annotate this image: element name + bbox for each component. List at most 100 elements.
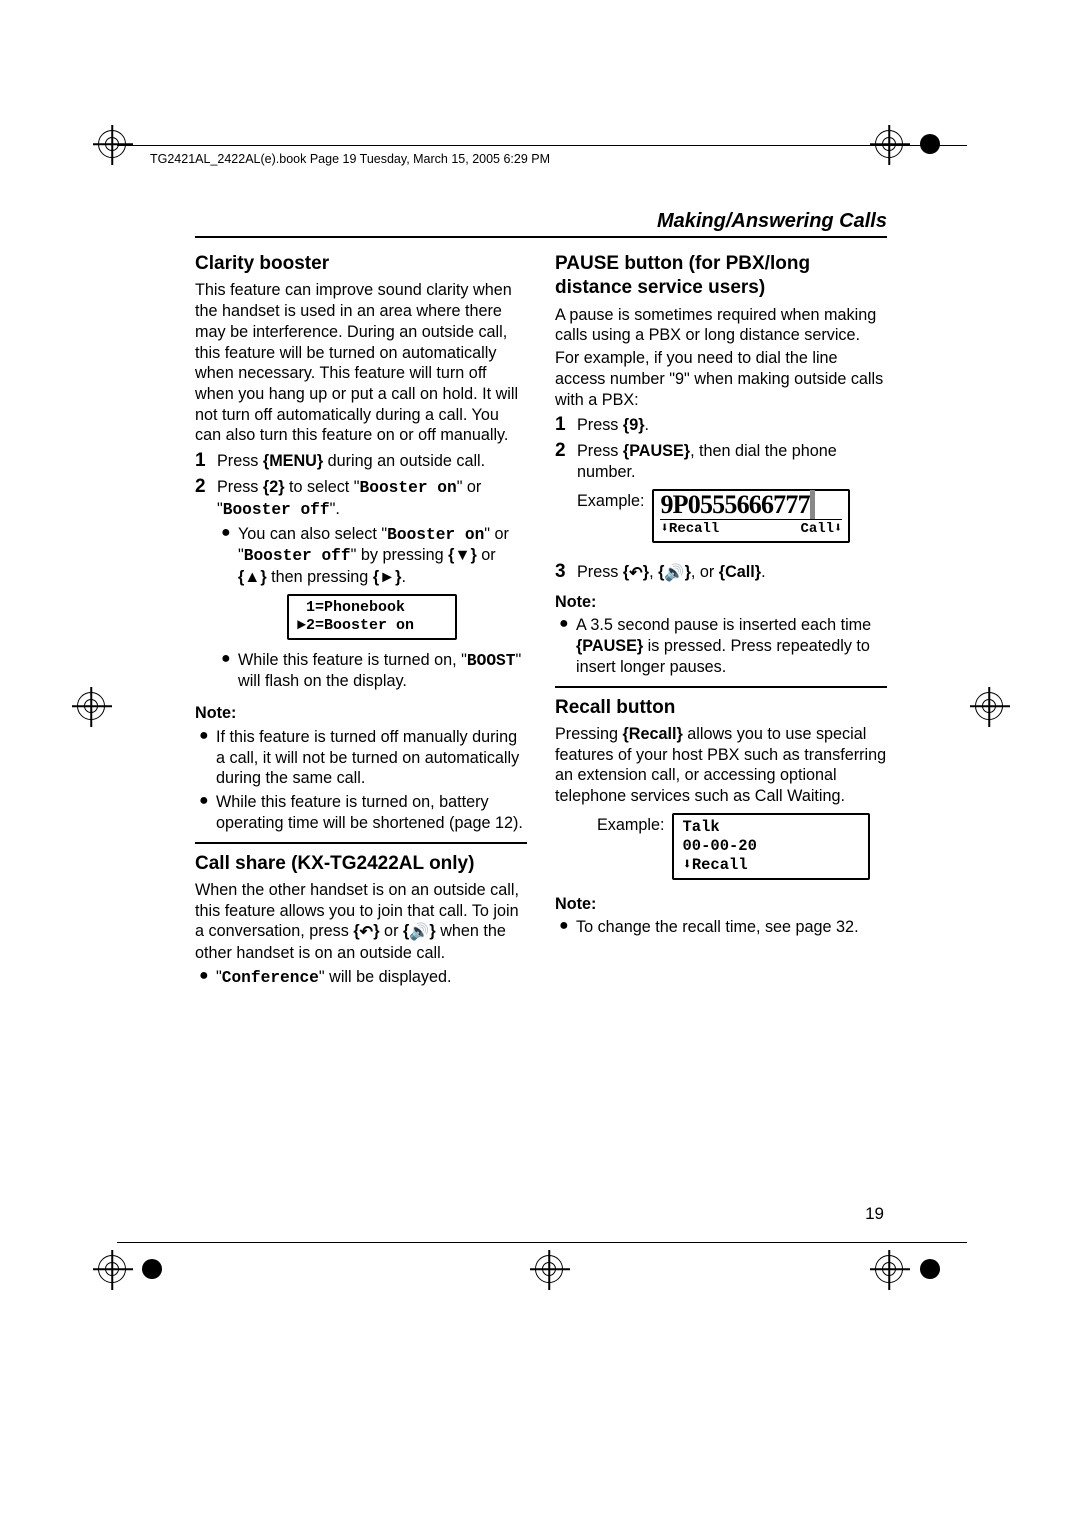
mono-text: Conference: [222, 969, 319, 987]
call-softkey-label: {Call}: [719, 563, 761, 581]
speaker-button-label: {🔊}: [658, 563, 691, 581]
text: .: [645, 416, 650, 434]
lcd-display-example: 1=Phonebook ►2=Booster on: [287, 594, 457, 640]
note-bullet: ● While this feature is turned on, batte…: [195, 792, 527, 833]
step-number: 2: [555, 441, 569, 557]
softkey-left: ⬇Recall: [660, 521, 719, 539]
bullet-icon: ●: [221, 650, 232, 692]
text: Press: [217, 478, 263, 496]
left-column: Clarity booster This feature can improve…: [195, 248, 527, 992]
callshare-para: When the other handset is on an outside …: [195, 880, 527, 964]
bullet-icon: ●: [559, 615, 570, 677]
example-display-row: Example: Talk 00-00-20 ⬇Recall: [597, 813, 887, 880]
mono-text: Booster off: [223, 501, 330, 519]
speaker-icon: 🔊: [409, 922, 429, 943]
text: To change the recall time, see page 32.: [576, 917, 859, 938]
text: " will be displayed.: [319, 968, 452, 986]
key-9-label: {9}: [623, 416, 645, 434]
example-label: Example:: [577, 489, 644, 512]
crop-mark: [875, 130, 903, 158]
mono-text: Booster on: [387, 526, 484, 544]
pause-step-3: 3 Press {↶}, {🔊}, or {Call}.: [555, 562, 887, 584]
pause-button-label: {PAUSE}: [576, 637, 643, 655]
right-column: PAUSE button (for PBX/long distance serv…: [555, 248, 887, 992]
down-button-label: {▼}: [448, 546, 477, 564]
speaker-button-label: {🔊}: [403, 922, 436, 940]
handset-icon: ↶: [629, 563, 643, 584]
crop-mark: [975, 692, 1003, 720]
page-number: 19: [865, 1204, 884, 1224]
text: .: [401, 568, 406, 586]
text: , or: [691, 563, 719, 581]
up-button-label: {▲}: [238, 568, 267, 586]
mono-text: Booster on: [360, 479, 457, 497]
text: " by pressing: [351, 546, 449, 564]
mono-text: Booster off: [244, 547, 351, 565]
note-label: Note:: [555, 592, 887, 613]
step-number: 1: [555, 415, 569, 436]
text: While this feature is turned on, battery…: [216, 792, 527, 833]
text: Press: [217, 452, 263, 470]
section-header: Making/Answering Calls: [195, 210, 887, 238]
pause-step-1: 1 Press {9}.: [555, 415, 887, 436]
menu-button-label: {MENU}: [263, 452, 323, 470]
recall-para: Pressing {Recall} allows you to use spec…: [555, 724, 887, 807]
handset-icon: ↶: [360, 922, 374, 943]
text: Press: [577, 442, 623, 460]
text: or: [380, 922, 403, 940]
pause-step-2: 2 Press {PAUSE}, then dial the phone num…: [555, 441, 887, 557]
divider: [555, 686, 887, 688]
crop-mark: [98, 1255, 126, 1283]
bullet-icon: ●: [199, 727, 210, 789]
sub-bullet: ● "Conference" will be displayed.: [195, 967, 527, 989]
text: You can also select ": [238, 525, 387, 543]
text: ".: [330, 500, 340, 518]
book-header-info: TG2421AL_2422AL(e).book Page 19 Tuesday,…: [150, 152, 550, 166]
crop-dot: [920, 134, 940, 154]
clarity-step-2: 2 Press {2} to select "Booster on" or "B…: [195, 477, 527, 695]
bullet-icon: ●: [559, 917, 570, 938]
right-button-label: {►}: [373, 568, 402, 586]
text: during an outside call.: [323, 452, 485, 470]
lcd-talk-display: Talk 00-00-20 ⬇Recall: [672, 813, 870, 880]
crop-dot: [920, 1259, 940, 1279]
text: ,: [649, 563, 658, 581]
crop-mark: [875, 1255, 903, 1283]
text: While this feature is turned on, ": [238, 651, 467, 669]
crop-mark: [77, 692, 105, 720]
recall-button-label: {Recall}: [622, 725, 682, 743]
note-label: Note:: [555, 894, 887, 915]
bullet-icon: ●: [199, 792, 210, 833]
text: Press: [577, 416, 623, 434]
clarity-heading: Clarity booster: [195, 252, 527, 276]
key-2-label: {2}: [263, 478, 285, 496]
note-bullet: ● If this feature is turned off manually…: [195, 727, 527, 789]
example-display-row: Example: 9P0555666777 ⬇Recall Call⬇: [577, 489, 887, 543]
lcd-number-display: 9P0555666777 ⬇Recall Call⬇: [652, 489, 850, 543]
mono-text: BOOST: [467, 652, 516, 670]
note-bullet: ● To change the recall time, see page 32…: [555, 917, 887, 938]
sub-bullet: ● While this feature is turned on, "BOOS…: [217, 650, 527, 692]
step-number: 3: [555, 562, 569, 584]
example-label: Example:: [597, 813, 664, 836]
text: to select ": [285, 478, 360, 496]
recall-heading: Recall button: [555, 696, 887, 720]
pause-button-label: {PAUSE}: [623, 442, 690, 460]
note-bullet: ● A 3.5 second pause is inserted each ti…: [555, 615, 887, 677]
text: then pressing: [267, 568, 373, 586]
softkey-right: Call⬇: [800, 521, 842, 539]
step-number: 1: [195, 451, 209, 472]
text: A 3.5 second pause is inserted each time: [576, 616, 871, 634]
divider: [195, 842, 527, 844]
crop-dot: [142, 1259, 162, 1279]
pause-heading: PAUSE button (for PBX/long distance serv…: [555, 252, 887, 301]
speaker-icon: 🔊: [664, 563, 684, 584]
clarity-intro: This feature can improve sound clarity w…: [195, 280, 527, 446]
bullet-icon: ●: [199, 967, 210, 989]
crop-mark: [535, 1255, 563, 1283]
talk-button-label: {↶}: [353, 922, 379, 940]
callshare-heading: Call share (KX-TG2422AL only): [195, 852, 527, 876]
crop-mark: [98, 130, 126, 158]
step-number: 2: [195, 477, 209, 695]
top-frame-rule: [117, 145, 967, 146]
